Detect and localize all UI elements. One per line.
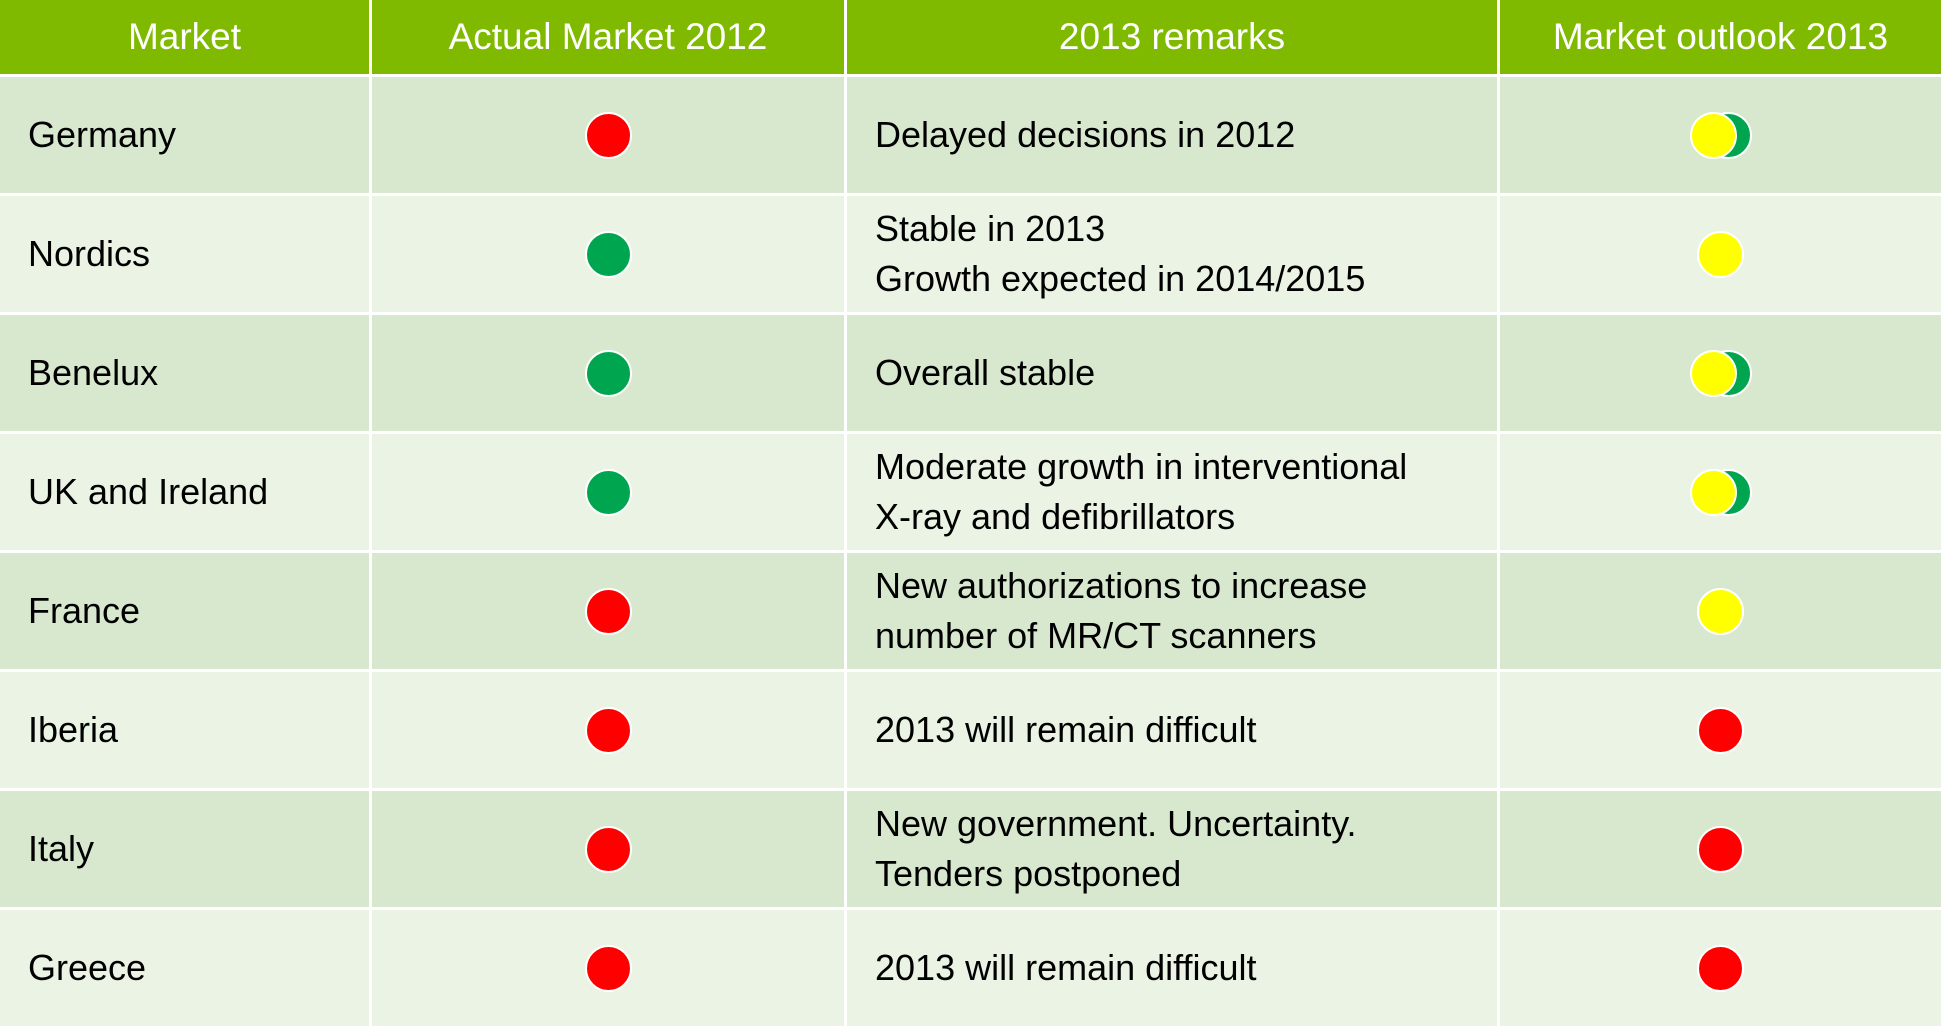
outlook-cell <box>1500 315 1944 434</box>
remark-line: 2013 will remain difficult <box>875 709 1257 750</box>
status-indicator <box>1697 230 1744 278</box>
status-indicator <box>584 587 632 635</box>
header-cell: Market outlook 2013 <box>1500 0 1944 77</box>
status-indicator <box>584 944 632 992</box>
status-indicator <box>1697 706 1744 754</box>
market-cell: Greece <box>0 910 372 1029</box>
status-dot <box>584 587 632 635</box>
remarks-cell: Delayed decisions in 2012 <box>847 77 1500 196</box>
market-cell: Benelux <box>0 315 372 434</box>
status-dot <box>584 825 632 873</box>
status-dot <box>1689 111 1737 159</box>
outlook-cell <box>1500 553 1944 672</box>
remarks-cell: Moderate growth in interventional X-ray a… <box>847 434 1500 553</box>
market-name: Iberia <box>28 709 119 750</box>
status-indicator <box>1697 587 1744 635</box>
actual-cell <box>372 77 847 196</box>
status-dot <box>1697 230 1744 278</box>
remarks-cell: 2013 will remain difficult <box>847 672 1500 791</box>
status-dot <box>1697 706 1744 754</box>
status-indicator <box>1689 111 1752 159</box>
actual-cell <box>372 196 847 315</box>
remark-line: X-ray and defibrillators <box>875 496 1236 537</box>
market-cell: Nordics <box>0 196 372 315</box>
outlook-cell <box>1500 672 1944 791</box>
status-indicator <box>1689 349 1752 397</box>
remark-line: Growth expected in 2014/2015 <box>875 258 1366 299</box>
remark-line: Moderate growth in interventional <box>875 446 1408 487</box>
market-cell: Iberia <box>0 672 372 791</box>
remarks-cell: 2013 will remain difficult <box>847 910 1500 1029</box>
status-dot <box>1697 825 1744 873</box>
status-indicator <box>584 468 632 516</box>
actual-cell <box>372 791 847 910</box>
status-indicator <box>584 230 632 278</box>
status-dot <box>1697 587 1744 635</box>
status-dot <box>584 468 632 516</box>
header-cell: Actual Market 2012 <box>372 0 847 77</box>
remark-line: New authorizations to increase <box>875 565 1368 606</box>
status-dot <box>584 349 632 397</box>
status-indicator <box>584 111 632 159</box>
status-dot <box>1689 468 1737 516</box>
outlook-cell <box>1500 196 1944 315</box>
outlook-cell <box>1500 791 1944 910</box>
market-name: Germany <box>28 114 177 155</box>
remark-line: 2013 will remain difficult <box>875 947 1257 988</box>
market-name: Nordics <box>28 233 151 274</box>
status-dot <box>584 706 632 754</box>
remarks-cell: Overall stable <box>847 315 1500 434</box>
market-cell: France <box>0 553 372 672</box>
status-dot <box>584 111 632 159</box>
market-name: Greece <box>28 947 147 988</box>
market-cell: Italy <box>0 791 372 910</box>
outlook-cell <box>1500 77 1944 196</box>
remark-line: Overall stable <box>875 352 1096 393</box>
status-indicator <box>584 706 632 754</box>
remark-line: New government. Uncertainty. <box>875 803 1357 844</box>
market-name: France <box>28 590 141 631</box>
status-indicator <box>584 349 632 397</box>
status-indicator <box>584 825 632 873</box>
status-dot <box>1689 349 1737 397</box>
status-dot <box>1697 944 1744 992</box>
market-cell: Germany <box>0 77 372 196</box>
header-cell: 2013 remarks <box>847 0 1500 77</box>
market-cell: UK and Ireland <box>0 434 372 553</box>
remark-line: Tenders postponed <box>875 853 1182 894</box>
market-name: UK and Ireland <box>28 471 269 512</box>
actual-cell <box>372 910 847 1029</box>
header-cell: Market <box>0 0 372 77</box>
market-name: Italy <box>28 828 95 869</box>
status-dot <box>584 230 632 278</box>
remarks-cell: New government. Uncertainty. Tenders post… <box>847 791 1500 910</box>
outlook-cell <box>1500 910 1944 1029</box>
remark-line: Delayed decisions in 2012 <box>875 114 1296 155</box>
actual-cell <box>372 553 847 672</box>
status-indicator <box>1697 944 1744 992</box>
remarks-cell: Stable in 2013 Growth expected in 2014/20… <box>847 196 1500 315</box>
actual-cell <box>372 672 847 791</box>
status-dot <box>584 944 632 992</box>
remark-line: number of MR/CT scanners <box>875 615 1317 656</box>
market-name: Benelux <box>28 352 159 393</box>
remarks-cell: New authorizations to increase number of … <box>847 553 1500 672</box>
remark-line: Stable in 2013 <box>875 208 1106 249</box>
actual-cell <box>372 434 847 553</box>
status-indicator <box>1697 825 1744 873</box>
outlook-cell <box>1500 434 1944 553</box>
actual-cell <box>372 315 847 434</box>
status-indicator <box>1689 468 1752 516</box>
